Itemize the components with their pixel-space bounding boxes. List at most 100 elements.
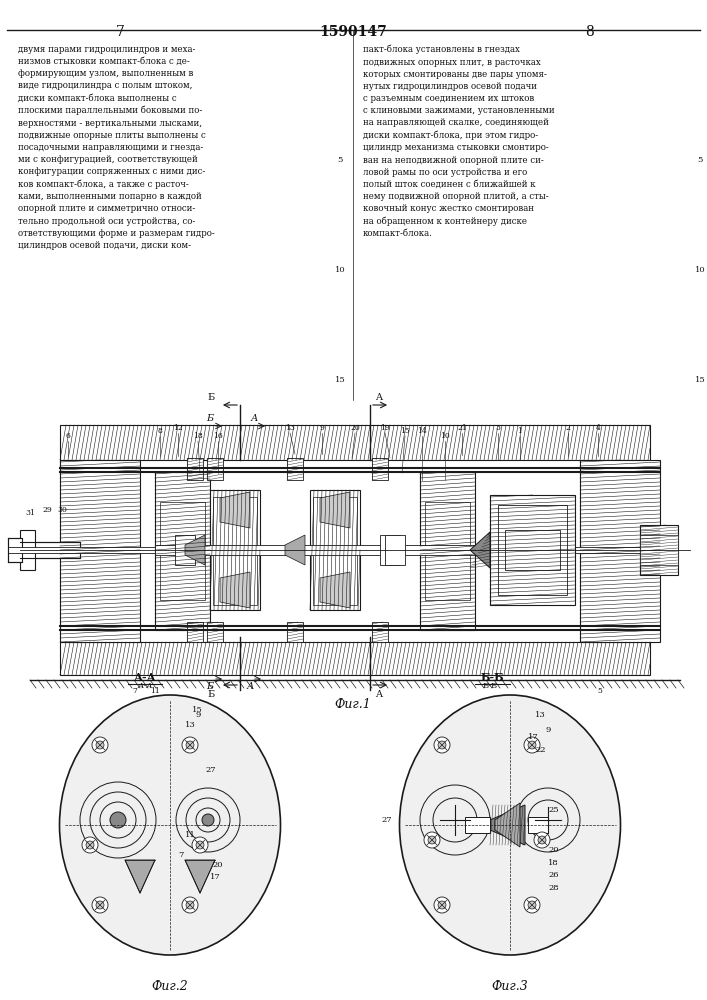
Circle shape [524, 737, 540, 753]
Bar [640, 535, 678, 565]
Bar [60, 642, 650, 675]
Circle shape [110, 812, 126, 828]
Text: 31: 31 [25, 509, 35, 517]
Circle shape [182, 897, 198, 913]
Bar [155, 472, 210, 630]
Bar [385, 535, 405, 565]
Text: 12: 12 [173, 424, 183, 432]
Text: 15: 15 [192, 706, 203, 714]
Text: 15: 15 [400, 427, 410, 435]
Text: пакт-блока установлены в гнездах
подвижных опорных плит, в расточках
которых смо: пакт-блока установлены в гнездах подвижн… [363, 45, 554, 238]
Text: 17: 17 [528, 733, 539, 741]
Text: 2: 2 [566, 424, 571, 432]
Text: 29: 29 [42, 506, 52, 514]
Polygon shape [320, 492, 350, 528]
Bar [372, 622, 388, 642]
Bar [210, 490, 260, 610]
Text: 18: 18 [548, 859, 559, 867]
Bar [640, 525, 678, 575]
Bar [60, 425, 650, 460]
Circle shape [528, 901, 536, 909]
Bar [372, 458, 388, 480]
Polygon shape [185, 860, 215, 893]
Polygon shape [470, 532, 490, 568]
Circle shape [96, 901, 104, 909]
Text: Б-Б: Б-Б [480, 672, 504, 683]
Text: двумя парами гидроцилиндров и меха-
низмов стыковки компакт-блока с де-
формирую: двумя парами гидроцилиндров и меха- низм… [18, 45, 215, 250]
Bar [528, 817, 548, 833]
Text: 1590147: 1590147 [319, 25, 387, 39]
Text: 5: 5 [697, 156, 703, 164]
Text: Фиг.2: Фиг.2 [151, 980, 188, 993]
Circle shape [186, 741, 194, 749]
Polygon shape [320, 572, 350, 608]
Text: 5: 5 [597, 687, 602, 695]
Text: 13: 13 [535, 711, 546, 719]
Bar [187, 458, 203, 480]
Text: 13: 13 [185, 721, 196, 729]
Ellipse shape [59, 695, 281, 955]
Circle shape [534, 832, 550, 848]
Bar [380, 535, 400, 565]
Text: 27: 27 [205, 766, 216, 774]
Text: А: А [246, 682, 254, 691]
Polygon shape [220, 572, 250, 608]
Text: 27: 27 [382, 816, 392, 824]
Bar [490, 495, 575, 605]
Circle shape [434, 737, 450, 753]
Bar [175, 535, 195, 565]
Text: 9: 9 [545, 726, 550, 734]
Text: 25: 25 [548, 806, 559, 814]
Text: 6: 6 [66, 432, 71, 440]
Bar [207, 458, 223, 480]
Text: 5: 5 [337, 156, 343, 164]
Bar [8, 547, 678, 553]
Text: 30: 30 [57, 506, 67, 514]
Polygon shape [285, 535, 305, 565]
Circle shape [424, 832, 440, 848]
Circle shape [92, 737, 108, 753]
Polygon shape [125, 860, 155, 893]
Circle shape [202, 814, 214, 826]
Text: 8: 8 [585, 25, 595, 39]
Text: 10: 10 [334, 266, 345, 274]
Text: 28: 28 [548, 884, 559, 892]
Bar [498, 505, 567, 595]
Text: 17: 17 [210, 873, 221, 881]
Bar [420, 472, 475, 630]
Circle shape [196, 841, 204, 849]
Bar [287, 622, 303, 642]
Bar [155, 545, 485, 555]
Text: A: A [375, 690, 382, 699]
Text: 15: 15 [694, 376, 706, 384]
Text: A: A [375, 393, 382, 402]
Text: 18: 18 [193, 432, 203, 440]
Text: 7: 7 [133, 687, 137, 695]
Bar [287, 458, 303, 480]
Circle shape [82, 837, 98, 853]
Text: 4: 4 [595, 424, 600, 432]
Text: Б-Б: Б-Б [482, 682, 498, 690]
Text: 7: 7 [115, 25, 124, 39]
Text: 20: 20 [212, 861, 223, 869]
Bar [160, 502, 205, 600]
Circle shape [528, 741, 536, 749]
Circle shape [192, 837, 208, 853]
Text: 1: 1 [518, 427, 522, 435]
Bar [8, 538, 22, 562]
Text: Б: Б [206, 682, 214, 691]
Polygon shape [185, 535, 205, 565]
Text: 14: 14 [417, 427, 427, 435]
Circle shape [182, 737, 198, 753]
Text: Б: Б [206, 414, 214, 423]
Bar [465, 817, 490, 833]
Text: 8: 8 [158, 427, 163, 435]
Bar [187, 622, 203, 642]
Text: А-А: А-А [134, 672, 156, 683]
Text: 10: 10 [440, 432, 450, 440]
Circle shape [96, 741, 104, 749]
Bar [207, 622, 223, 642]
Text: 22: 22 [535, 746, 546, 754]
Circle shape [86, 841, 94, 849]
Polygon shape [490, 805, 525, 845]
